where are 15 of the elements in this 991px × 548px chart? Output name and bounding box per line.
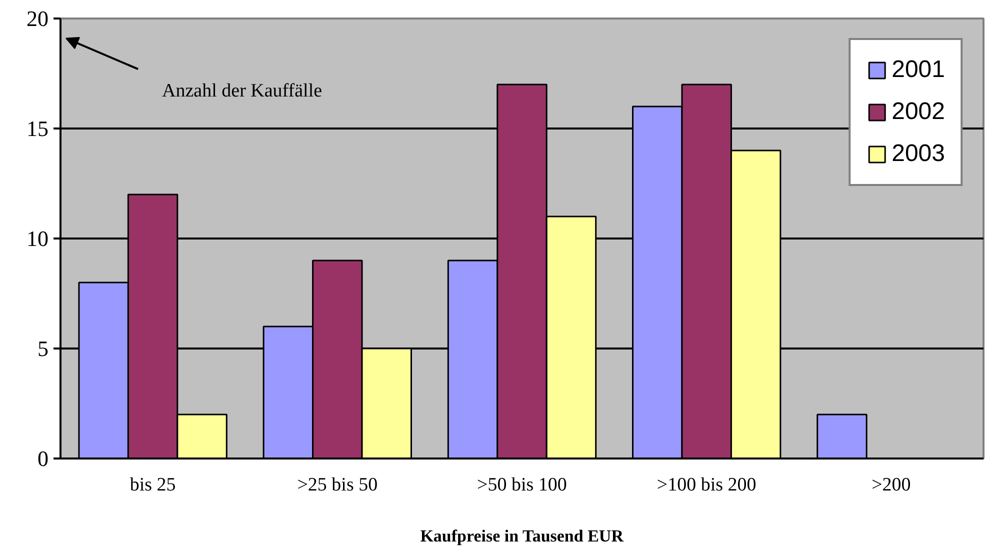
- x-axis-title: Kaufpreise in Tausend EUR: [420, 526, 624, 546]
- y-tick-label: 20: [26, 6, 48, 31]
- legend-label: 2001: [892, 56, 945, 84]
- y-tick-label: 15: [26, 116, 48, 141]
- x-tick-label: >200: [872, 474, 911, 496]
- x-tick-label: >25 bis 50: [297, 474, 378, 496]
- annotation: Anzahl der Kauffälle: [162, 80, 322, 102]
- x-tick-label: >100 bis 200: [656, 474, 756, 496]
- legend-label: 2003: [892, 140, 945, 168]
- x-tick-label: bis 25: [130, 474, 176, 496]
- x-tick-label: >50 bis 100: [477, 474, 567, 496]
- y-tick-label: 5: [38, 336, 48, 361]
- y-tick-label: 0: [38, 446, 48, 471]
- y-tick-label: 10: [26, 226, 48, 251]
- legend-label: 2002: [892, 98, 945, 126]
